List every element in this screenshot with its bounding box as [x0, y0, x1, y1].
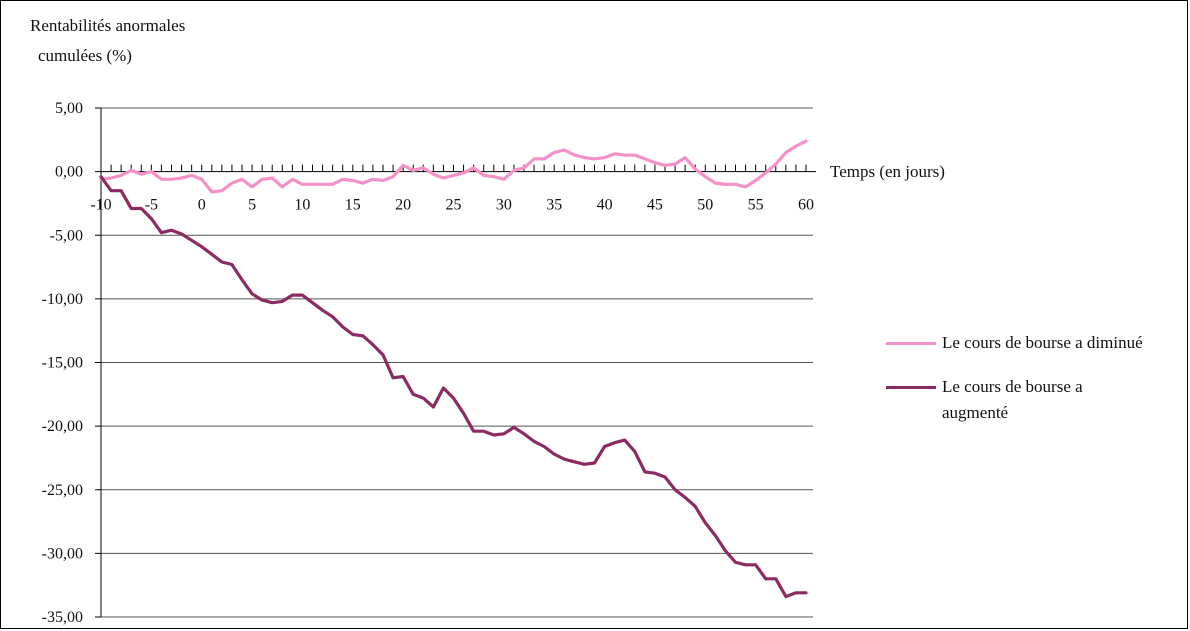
x-tick-label: 5 — [248, 197, 256, 214]
x-axis-label: Temps (en jours) — [830, 162, 945, 181]
legend-swatch-augmente — [886, 386, 936, 389]
series-line-diminue — [99, 139, 808, 194]
x-tick-label: -5 — [145, 197, 158, 214]
y-tick-label: 0,00 — [55, 164, 83, 181]
x-tick-label: -10 — [90, 197, 111, 214]
x-tick-label: 0 — [198, 197, 206, 214]
series-lines — [99, 139, 808, 599]
x-tick-label: 15 — [345, 197, 361, 214]
x-tick-label: 60 — [798, 197, 814, 214]
legend: Le cours de bourse a diminué Le cours de… — [886, 330, 1146, 444]
x-tick-label: 20 — [395, 197, 411, 214]
x-tick-label: 55 — [748, 197, 764, 214]
y-tick-label: -10,00 — [42, 291, 83, 308]
x-tick-label: 25 — [446, 197, 462, 214]
axes: 5,00 0,00 -5,00 -10,00 -15,00 -20,00 -25,00 -30… — [42, 100, 816, 626]
series-line-augmente — [99, 175, 808, 599]
x-tick-label: 40 — [597, 197, 613, 214]
x-tick-label: 35 — [546, 197, 562, 214]
y-tick-label: -35,00 — [42, 609, 83, 626]
y-tick-label: 5,00 — [55, 100, 83, 117]
legend-label-diminue: Le cours de bourse a diminué — [942, 333, 1143, 352]
y-tick-label: -15,00 — [42, 355, 83, 372]
y-tick-label: -25,00 — [42, 482, 83, 499]
x-tick-label: 10 — [294, 197, 310, 214]
y-tick-label: -20,00 — [42, 418, 83, 435]
x-tick-label: 50 — [697, 197, 713, 214]
y-axis-label-line-1: Rentabilités anormales — [30, 16, 186, 35]
legend-item-augmente: Le cours de bourse a augmenté — [886, 374, 1146, 426]
y-tick-label: -30,00 — [42, 545, 83, 562]
x-tick-label: 30 — [496, 197, 512, 214]
legend-label-augmente: Le cours de bourse a augmenté — [942, 377, 1083, 422]
grid-lines — [101, 107, 813, 618]
x-tick-label: 45 — [647, 197, 663, 214]
legend-swatch-diminue — [886, 342, 936, 345]
y-axis-label-line-2: cumulées (%) — [38, 46, 132, 65]
y-tick-label: -5,00 — [50, 227, 83, 244]
legend-item-diminue: Le cours de bourse a diminué — [886, 330, 1146, 356]
